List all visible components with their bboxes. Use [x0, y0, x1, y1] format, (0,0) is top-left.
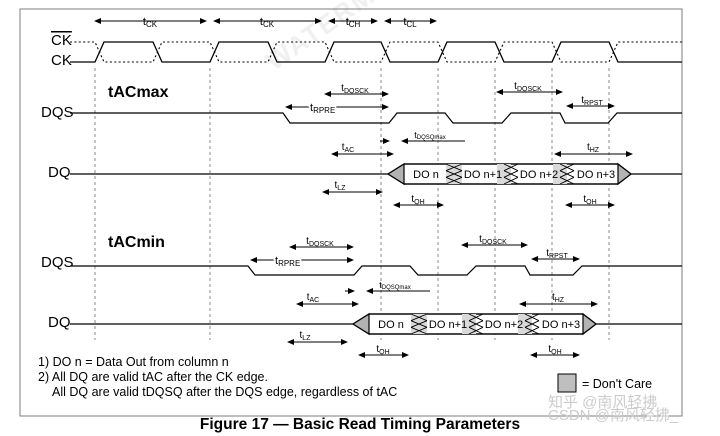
svg-text:tDQSCK: tDQSCK	[341, 83, 369, 95]
svg-text:tACmin: tACmin	[108, 234, 165, 251]
svg-text:DQS: DQS	[41, 254, 74, 271]
svg-text:tACmax: tACmax	[108, 84, 169, 101]
svg-text:tRPRE: tRPRE	[275, 255, 300, 268]
svg-text:CSDN @南风轻拂_: CSDN @南风轻拂_	[548, 407, 679, 424]
svg-text:tQH: tQH	[548, 344, 561, 356]
svg-text:WATERMARK: WATERMARK	[261, 0, 432, 76]
svg-text:tAC: tAC	[342, 142, 355, 154]
svg-text:2) All DQ are valid tAC after: 2) All DQ are valid tAC after the CK edg…	[38, 370, 268, 384]
svg-text:tLZ: tLZ	[300, 330, 312, 342]
svg-text:tRPST: tRPST	[581, 95, 603, 107]
svg-text:DO n: DO n	[413, 169, 439, 181]
svg-text:Figure 17 — Basic Read Timing: Figure 17 — Basic Read Timing Parameters	[200, 416, 520, 433]
svg-text:DO n+3: DO n+3	[577, 169, 615, 181]
svg-text:tAC: tAC	[307, 292, 320, 304]
svg-text:DQS: DQS	[41, 104, 74, 121]
svg-text:CK: CK	[51, 52, 72, 69]
svg-text:DO n+3: DO n+3	[542, 319, 580, 331]
svg-text:tDQSCK: tDQSCK	[306, 236, 334, 248]
svg-text:tHZ: tHZ	[552, 292, 565, 304]
svg-text:DO n+2: DO n+2	[485, 319, 523, 331]
svg-text:tCL: tCL	[403, 16, 417, 29]
svg-text:= Don't Care: = Don't Care	[582, 377, 652, 391]
svg-text:tQH: tQH	[583, 194, 596, 206]
svg-text:All DQ are valid tDQSQ after t: All DQ are valid tDQSQ after the DQS edg…	[52, 385, 397, 399]
svg-text:tHZ: tHZ	[587, 142, 600, 154]
svg-text:DO n+1: DO n+1	[464, 169, 502, 181]
svg-text:tQH: tQH	[376, 344, 389, 356]
svg-text:DO n+2: DO n+2	[520, 169, 558, 181]
svg-text:CK: CK	[51, 32, 72, 49]
svg-text:DQ: DQ	[48, 314, 71, 331]
svg-text:tQH: tQH	[411, 194, 424, 206]
svg-text:DQ: DQ	[48, 164, 71, 181]
svg-text:DO n: DO n	[378, 319, 404, 331]
svg-text:tCK: tCK	[260, 16, 275, 29]
svg-text:tLZ: tLZ	[335, 180, 347, 192]
svg-text:tDQSCK: tDQSCK	[514, 81, 542, 93]
svg-text:tDQSCK: tDQSCK	[479, 234, 507, 246]
svg-text:tDQSQmax: tDQSQmax	[379, 280, 411, 291]
svg-text:tRPRE: tRPRE	[310, 102, 335, 115]
svg-text:1) DO n = Data Out from column: 1) DO n = Data Out from column n	[38, 355, 229, 369]
svg-text:tCK: tCK	[143, 16, 158, 29]
svg-text:tDQSQmax: tDQSQmax	[414, 130, 446, 141]
svg-text:tRPST: tRPST	[546, 248, 568, 260]
svg-text:DO n+1: DO n+1	[429, 319, 467, 331]
